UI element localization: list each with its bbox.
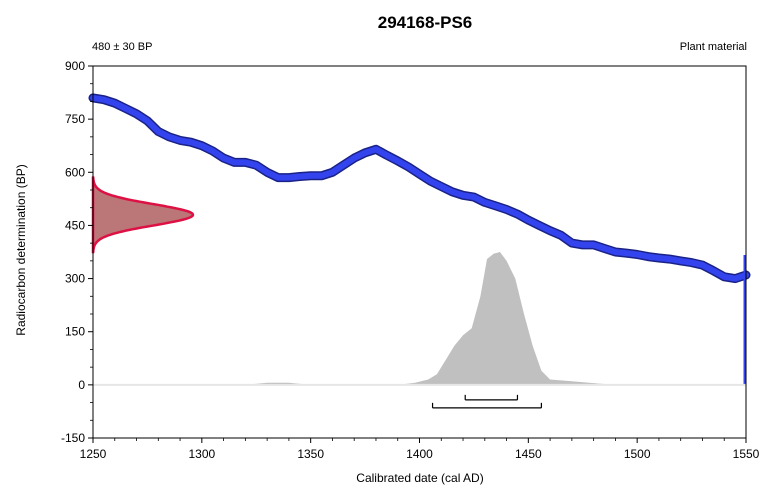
material-note: Plant material [680, 41, 747, 53]
calibrated-distribution [93, 252, 746, 385]
x-tick-label: 1400 [406, 447, 433, 461]
measurement-distribution [91, 176, 195, 254]
plot-area [88, 93, 751, 409]
x-tick-label: 1300 [188, 447, 215, 461]
calibration-curve [90, 94, 749, 282]
x-tick-label: 1350 [297, 447, 324, 461]
x-tick-label: 1450 [515, 447, 542, 461]
y-axis-label: Radiocarbon determination (BP) [14, 164, 28, 335]
y-tick-label: 900 [65, 59, 85, 73]
x-tick-label: 1500 [624, 447, 651, 461]
calibration-curve-outline [88, 93, 751, 284]
x-axis-label: Calibrated date (cal AD) [356, 471, 483, 485]
y-tick-label: 600 [65, 165, 85, 179]
y-tick-label: 750 [65, 112, 85, 126]
range-bracket-95 [431, 402, 542, 409]
y-tick-label: 300 [65, 272, 85, 286]
x-axis: 1250 1300 1350 1400 1450 1500 1550 [80, 438, 760, 461]
range-bracket-68 [464, 394, 519, 401]
y-tick-label: 150 [65, 325, 85, 339]
measurement-note: 480 ± 30 BP [92, 41, 152, 53]
y-axis: -150 0 150 300 450 600 750 900 [61, 59, 93, 445]
x-tick-label: 1250 [80, 447, 107, 461]
x-tick-label: 1550 [733, 447, 760, 461]
y-tick-label: -150 [61, 431, 85, 445]
chart-title: 294168-PS6 [378, 13, 473, 32]
y-tick-label: 0 [78, 378, 85, 392]
y-tick-label: 450 [65, 218, 85, 232]
